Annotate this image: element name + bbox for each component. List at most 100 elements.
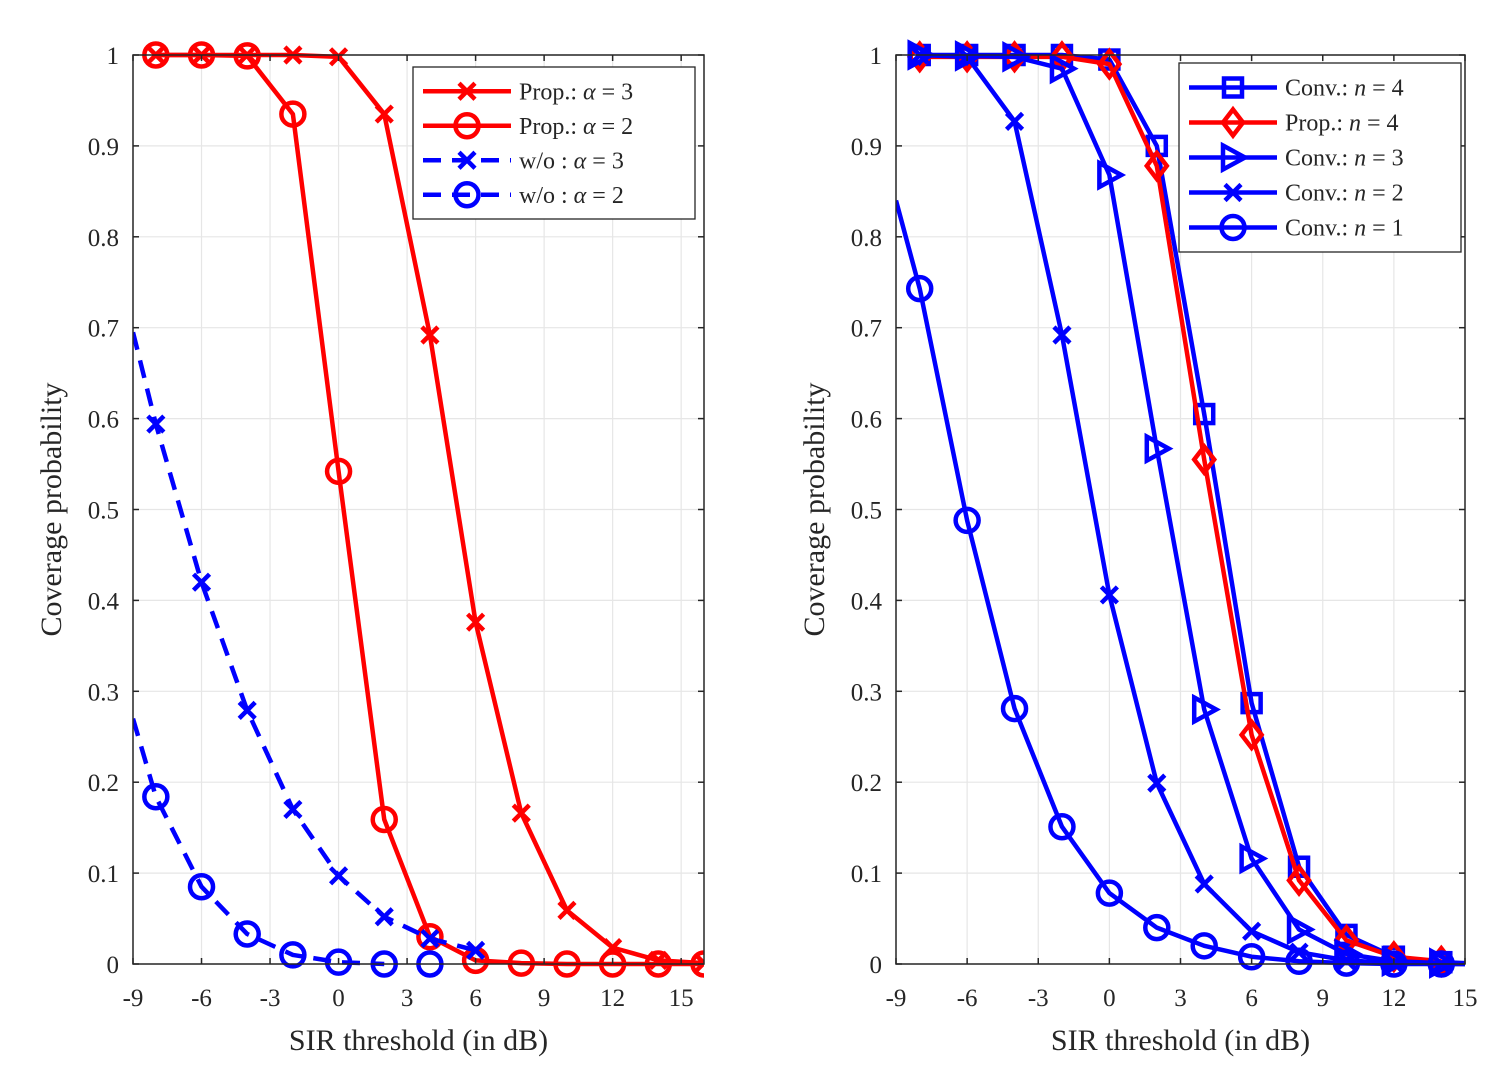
legend-marker — [453, 181, 481, 209]
data-point-marker — [557, 900, 577, 920]
data-point-marker — [279, 941, 307, 969]
y-tick-label: 0.5 — [88, 498, 119, 525]
legend-label: Conv.: n = 3 — [1285, 146, 1404, 172]
legend: Prop.: α = 3 Prop.: α = 2 w/o : α = 3 w/o :… — [412, 66, 696, 220]
x-tick-label: -6 — [957, 985, 978, 1012]
x-tick-label: 15 — [1453, 985, 1478, 1012]
data-point-marker — [511, 803, 531, 823]
x-tick-label: -6 — [191, 985, 212, 1012]
data-point-marker — [1052, 325, 1072, 345]
y-tick-label: 0 — [107, 952, 120, 979]
legend-entry: Conv.: n = 1 — [1189, 213, 1404, 242]
x-tick-label: 6 — [1245, 985, 1258, 1012]
legend-marker — [1221, 76, 1245, 99]
series-line — [133, 717, 385, 967]
data-point-marker — [1000, 694, 1029, 723]
y-tick-label: 0.3 — [851, 679, 882, 706]
data-point-marker — [1096, 47, 1123, 81]
y-tick-label: 0.2 — [851, 770, 882, 797]
y-tick-label: 0.7 — [88, 316, 119, 343]
x-tick-label: -3 — [1028, 985, 1049, 1012]
legend-label: Prop.: n = 4 — [1285, 111, 1399, 137]
data-point-marker — [237, 700, 257, 720]
data-point-marker — [1002, 41, 1032, 73]
data-point-marker — [1048, 812, 1076, 841]
data-point-marker — [374, 104, 394, 124]
data-point-marker — [1049, 52, 1079, 85]
y-tick-label: 0.8 — [88, 225, 119, 252]
data-point-marker — [324, 457, 353, 486]
legend-entry: w/o : α = 3 — [423, 148, 624, 174]
data-point-marker — [146, 414, 166, 434]
y-tick-label: 0.2 — [88, 770, 119, 797]
legend-marker — [457, 81, 477, 101]
data-point-marker — [374, 907, 394, 927]
x-tick-label: 12 — [600, 985, 625, 1012]
data-point-marker — [328, 866, 349, 886]
data-point-marker — [416, 922, 444, 951]
legend-entry: Conv.: n = 4 — [1189, 76, 1404, 102]
data-point-marker — [1285, 947, 1313, 976]
y-tick-label: 0 — [870, 952, 883, 979]
y-tick-label: 0.3 — [88, 679, 119, 706]
y-tick-label: 1 — [870, 43, 883, 70]
data-point-marker — [233, 920, 261, 948]
legend-label: w/o : α = 3 — [519, 148, 624, 174]
data-point-marker — [1004, 111, 1025, 131]
y-tick-label: 1 — [107, 43, 120, 70]
y-tick-label: 0.7 — [851, 316, 882, 343]
legend-marker — [1220, 141, 1250, 174]
y-tick-label: 0.1 — [88, 861, 119, 888]
legend-entry: Conv.: n = 2 — [1189, 181, 1404, 207]
legend-marker — [457, 150, 477, 170]
x-tick-label: 9 — [1317, 985, 1330, 1012]
left-chart-panel: -9 -6 -3 0 3 6 9 12 15 0 0.1 0.2 0.3 0.4 0.5 0.6 0.7 0.8 0… — [35, 41, 705, 1057]
legend-label: Conv.: n = 1 — [1285, 216, 1404, 242]
data-point-marker — [420, 928, 440, 949]
data-point-marker — [1194, 874, 1214, 894]
legend-entry: w/o : α = 2 — [423, 181, 624, 209]
data-point-marker — [1143, 149, 1170, 183]
data-point-marker — [953, 506, 981, 535]
data-point-marker — [905, 274, 934, 303]
legend-marker — [1220, 105, 1246, 140]
data-point-marker — [1095, 879, 1124, 907]
data-point-marker — [324, 948, 353, 976]
data-point-marker — [1240, 691, 1263, 715]
x-tick-label: 0 — [332, 985, 345, 1012]
data-point-marker — [1190, 932, 1218, 960]
data-point-marker — [1097, 159, 1127, 191]
y-tick-label: 0.5 — [851, 498, 882, 525]
data-point-marker — [1239, 842, 1269, 875]
y-tick-label: 0.4 — [88, 588, 120, 615]
right-chart-panel: -9 -6 -3 0 3 6 9 12 15 0 0.1 0.2 0.3 0.4 0.5 0.6 0.7 0.8 0… — [798, 39, 1478, 1057]
y-tick-label: 0.9 — [88, 134, 119, 161]
legend-label: Conv.: n = 2 — [1285, 181, 1404, 207]
legend-label: Prop.: α = 2 — [519, 114, 633, 140]
legend-entry: Prop.: n = 4 — [1189, 105, 1399, 140]
y-tick-label: 0.6 — [851, 407, 882, 434]
data-point-marker — [507, 949, 536, 977]
data-point-marker — [1144, 432, 1174, 465]
y-axis-label: Coverage probability — [35, 382, 68, 636]
x-tick-label: -9 — [123, 985, 144, 1012]
x-tick-label: 6 — [469, 985, 482, 1012]
x-axis-label: SIR threshold (in dB) — [289, 1024, 548, 1057]
data-point-marker — [1238, 718, 1265, 752]
data-point-marker — [1143, 913, 1171, 942]
legend-label: Prop.: α = 3 — [519, 79, 633, 105]
x-tick-label: 9 — [538, 985, 551, 1012]
data-point-marker — [233, 42, 261, 70]
x-tick-label: 3 — [401, 985, 414, 1012]
data-point-marker — [279, 100, 307, 128]
data-point-marker — [466, 612, 486, 632]
legend-label: Conv.: n = 4 — [1285, 76, 1404, 102]
data-point-marker — [1099, 585, 1119, 605]
y-tick-label: 0.6 — [88, 407, 119, 434]
x-tick-label: 3 — [1174, 985, 1187, 1012]
x-tick-label: 0 — [1103, 985, 1116, 1012]
x-tick-label: -9 — [886, 985, 907, 1012]
x-tick-label: 12 — [1381, 985, 1406, 1012]
data-point-marker — [187, 872, 216, 901]
